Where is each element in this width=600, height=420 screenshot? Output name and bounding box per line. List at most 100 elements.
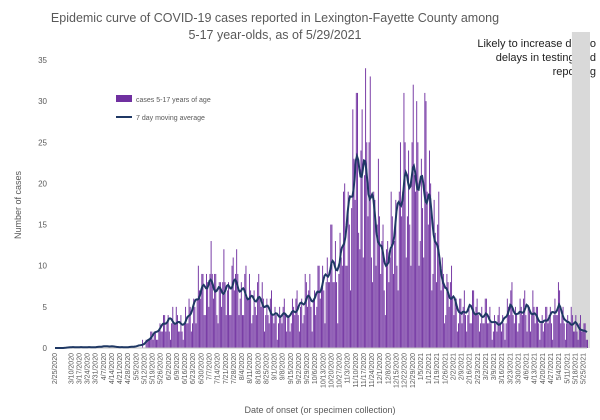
bar (402, 191, 404, 348)
bar (388, 282, 390, 348)
bar (452, 298, 454, 348)
bar (309, 273, 311, 348)
bar (542, 331, 544, 348)
x-tick-label: 9/1/2020 (272, 353, 279, 380)
bar (508, 306, 509, 348)
bar (454, 298, 456, 348)
x-tick-label: 9/15/2020 (288, 353, 295, 384)
bar (297, 315, 299, 348)
x-tick-label: 3/10/2020 (68, 353, 75, 384)
bar (317, 265, 319, 348)
bar (434, 232, 436, 348)
bar (374, 199, 376, 348)
bar (477, 315, 479, 348)
bar (446, 273, 448, 348)
bar (518, 323, 520, 348)
bar (524, 290, 526, 348)
moving-average-line (55, 152, 588, 349)
bar (571, 315, 573, 348)
bar (576, 331, 578, 348)
x-tick-label: 2/23/2021 (475, 353, 482, 384)
bar (470, 323, 472, 348)
bar (568, 323, 570, 348)
bar (545, 306, 547, 348)
chart-title: Epidemic curve of COVID-19 cases reporte… (50, 11, 500, 42)
bar (334, 241, 336, 348)
bar (260, 306, 262, 348)
bar (192, 323, 193, 348)
bar (195, 323, 197, 348)
bar (422, 208, 423, 348)
bar (236, 249, 238, 348)
bar (516, 315, 518, 348)
bar (318, 265, 320, 348)
y-tick-label: 35 (38, 56, 47, 65)
bar (546, 306, 548, 348)
bar (391, 216, 393, 348)
bar (286, 331, 288, 348)
bar (293, 306, 295, 348)
bar (494, 315, 496, 348)
bar (562, 306, 564, 348)
x-tick-label: 7/21/2020 (223, 353, 230, 384)
bar (339, 232, 341, 348)
bar (437, 224, 439, 348)
bar (146, 339, 148, 348)
x-tick-label: 1/19/2021 (434, 353, 441, 384)
bar (169, 339, 171, 348)
bar (418, 265, 420, 348)
bar (219, 282, 221, 348)
bar (409, 224, 411, 348)
bar (413, 175, 415, 348)
bar (382, 224, 384, 348)
x-tick-label: 5/4/2021 (556, 353, 563, 380)
bar (167, 315, 169, 348)
bar (202, 273, 204, 348)
x-tick-label: 3/30/2021 (515, 353, 522, 384)
bar (435, 282, 437, 348)
bar (166, 323, 168, 348)
bar (290, 323, 292, 348)
x-tick-label: 4/14/2020 (109, 353, 116, 384)
bar (578, 323, 580, 348)
x-tick-label: 5/5/2020 (133, 353, 140, 380)
bar (465, 315, 466, 348)
bar (396, 265, 398, 348)
bar (504, 339, 506, 348)
bar (188, 298, 190, 348)
bar-series (142, 68, 588, 349)
bar (503, 323, 505, 348)
bar (250, 290, 252, 348)
bar (156, 339, 157, 348)
bar (210, 241, 212, 348)
bar (496, 331, 498, 348)
bar (147, 339, 149, 348)
bar (269, 298, 271, 348)
bar (488, 323, 490, 348)
x-tick-label: 3/23/2021 (507, 353, 514, 384)
bar (344, 183, 346, 348)
bar (258, 273, 260, 348)
bar (178, 331, 180, 348)
y-tick-label: 5 (43, 303, 48, 312)
bar (458, 323, 459, 348)
bar (513, 323, 515, 348)
x-tick-label: 3/2/2021 (483, 353, 490, 380)
bar (552, 339, 554, 348)
bar (214, 273, 216, 348)
bar (447, 282, 449, 348)
bar (284, 315, 286, 348)
bar (489, 306, 491, 348)
bar (439, 257, 441, 348)
x-tick-label: 6/16/2020 (182, 353, 189, 384)
bar (372, 282, 374, 348)
bar (478, 331, 480, 348)
bar (411, 142, 413, 348)
bar (509, 315, 511, 348)
bar (501, 331, 502, 348)
bar (580, 315, 581, 348)
bar (224, 282, 226, 348)
bar (569, 323, 571, 348)
bar (229, 315, 231, 348)
bar (417, 142, 419, 348)
